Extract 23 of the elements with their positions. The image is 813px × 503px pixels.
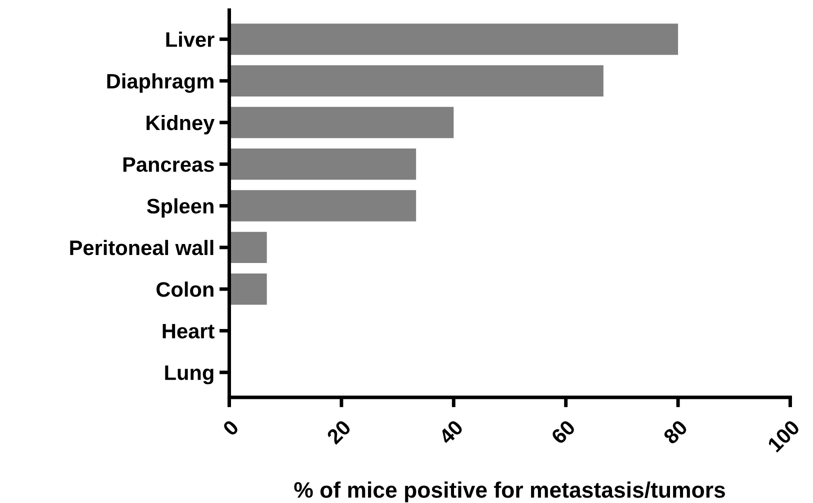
x-tick-label: 0 — [222, 419, 240, 437]
bar — [229, 106, 454, 138]
y-tick-label: Colon — [156, 282, 214, 297]
y-tick-label: Kidney — [146, 114, 215, 134]
x-tick-label: 20 — [326, 419, 352, 445]
x-tick-label: 100 — [766, 419, 800, 453]
y-tick-label: Heart — [162, 324, 214, 338]
y-tick-label: Lung — [165, 366, 214, 384]
bar — [229, 232, 267, 264]
bar — [229, 24, 678, 55]
bar — [229, 148, 416, 180]
x-tick-label: 80 — [662, 419, 688, 445]
bar — [229, 65, 604, 96]
bar — [229, 190, 416, 222]
x-tick-label: 60 — [550, 419, 576, 445]
y-tick-label: Pancreas — [123, 157, 214, 172]
y-tick-label: Peritoneal wall — [70, 240, 214, 256]
x-tick-label: 40 — [438, 419, 464, 446]
y-tick-label: Spleen — [146, 198, 214, 218]
y-tick-label: Diaphragm — [107, 73, 214, 93]
x-axis-title: % of mice positive for metastasis/tumors — [294, 482, 725, 502]
y-tick-label: Liver — [166, 32, 214, 47]
bar — [229, 273, 267, 305]
